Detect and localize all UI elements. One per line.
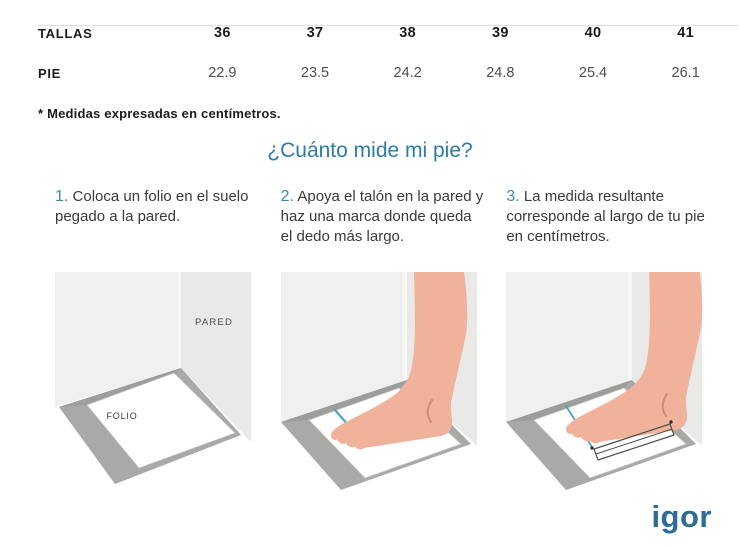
floor-shadow	[280, 379, 407, 422]
wall-label: PARED	[195, 317, 233, 328]
size-value: 37	[306, 25, 324, 41]
size-value: 40	[584, 25, 602, 41]
wall-corner-highlight	[177, 271, 181, 371]
left-wall	[506, 271, 633, 422]
leg-foot	[330, 271, 467, 450]
floor-shadow	[59, 367, 181, 407]
leg-foot-group	[566, 271, 703, 444]
cm-value: 22.9	[208, 65, 237, 81]
measure-dot-end	[669, 420, 674, 424]
step-3-text: La medida resultante corresponde al larg…	[506, 188, 705, 245]
size-value: 36	[213, 25, 231, 41]
step-2-number: 2.	[280, 188, 294, 205]
step-2-text: Apoya el talón en la pared y haz una mar…	[280, 188, 484, 245]
step-3: 3. La medida resultante corresponde al l…	[506, 187, 710, 246]
cm-value: 25.4	[578, 65, 608, 81]
step-3-number: 3.	[506, 188, 520, 205]
wall-corner-highlight	[402, 271, 407, 383]
instruction-steps: 1. Coloca un folio en el suelo pegado a …	[0, 187, 740, 246]
step-1-text: Coloca un folio en el suelo pegado a la …	[55, 188, 249, 226]
figure-foot-mark	[280, 271, 477, 490]
illustrations: PARED FOLIO	[0, 271, 740, 494]
size-value: 41	[677, 25, 695, 41]
units-note: * Medidas expresadas en centímetros.	[38, 106, 281, 121]
ruler-inner-line	[596, 428, 673, 455]
size-table: TALLAS 36 37 38 39 40 41 PIE 22.9 23.5 2…	[0, 13, 740, 93]
figure-foot-measure	[506, 271, 703, 490]
table-row-pie: PIE 22.9 23.5 24.2 24.8 25.4 26.1	[0, 53, 740, 93]
floor-shadow	[506, 379, 633, 422]
row-label-pie: PIE	[38, 65, 62, 81]
step-1: 1. Coloca un folio en el suelo pegado a …	[55, 187, 259, 246]
row-label-tallas: TALLAS	[38, 25, 93, 41]
table-row-tallas: TALLAS 36 37 38 39 40 41	[0, 13, 740, 53]
ankle-crease	[662, 392, 669, 417]
measure-dot-start	[590, 446, 595, 450]
ankle-crease	[426, 398, 433, 423]
cm-value: 26.1	[671, 65, 700, 81]
left-wall	[55, 271, 181, 407]
top-divider	[38, 25, 738, 26]
size-value: 39	[491, 25, 509, 41]
leg-foot	[566, 271, 703, 444]
paper-sheet	[86, 372, 236, 469]
right-wall	[181, 271, 251, 442]
left-wall	[280, 271, 407, 422]
size-value: 38	[399, 25, 417, 41]
paper-label: FOLIO	[106, 411, 137, 421]
cm-value: 24.8	[486, 65, 515, 81]
step-2: 2. Apoya el talón en la pared y haz una …	[281, 187, 485, 246]
step-1-number: 1.	[55, 188, 69, 205]
cm-value: 24.2	[393, 65, 422, 81]
page-title: ¿Cuánto mide mi pie?	[267, 139, 473, 162]
figure-corner-paper: PARED FOLIO	[55, 271, 251, 484]
brand-logo: igor	[651, 499, 712, 534]
ruler-outline	[593, 423, 675, 461]
cm-value: 23.5	[300, 65, 330, 81]
wall-corner-highlight	[628, 271, 633, 383]
